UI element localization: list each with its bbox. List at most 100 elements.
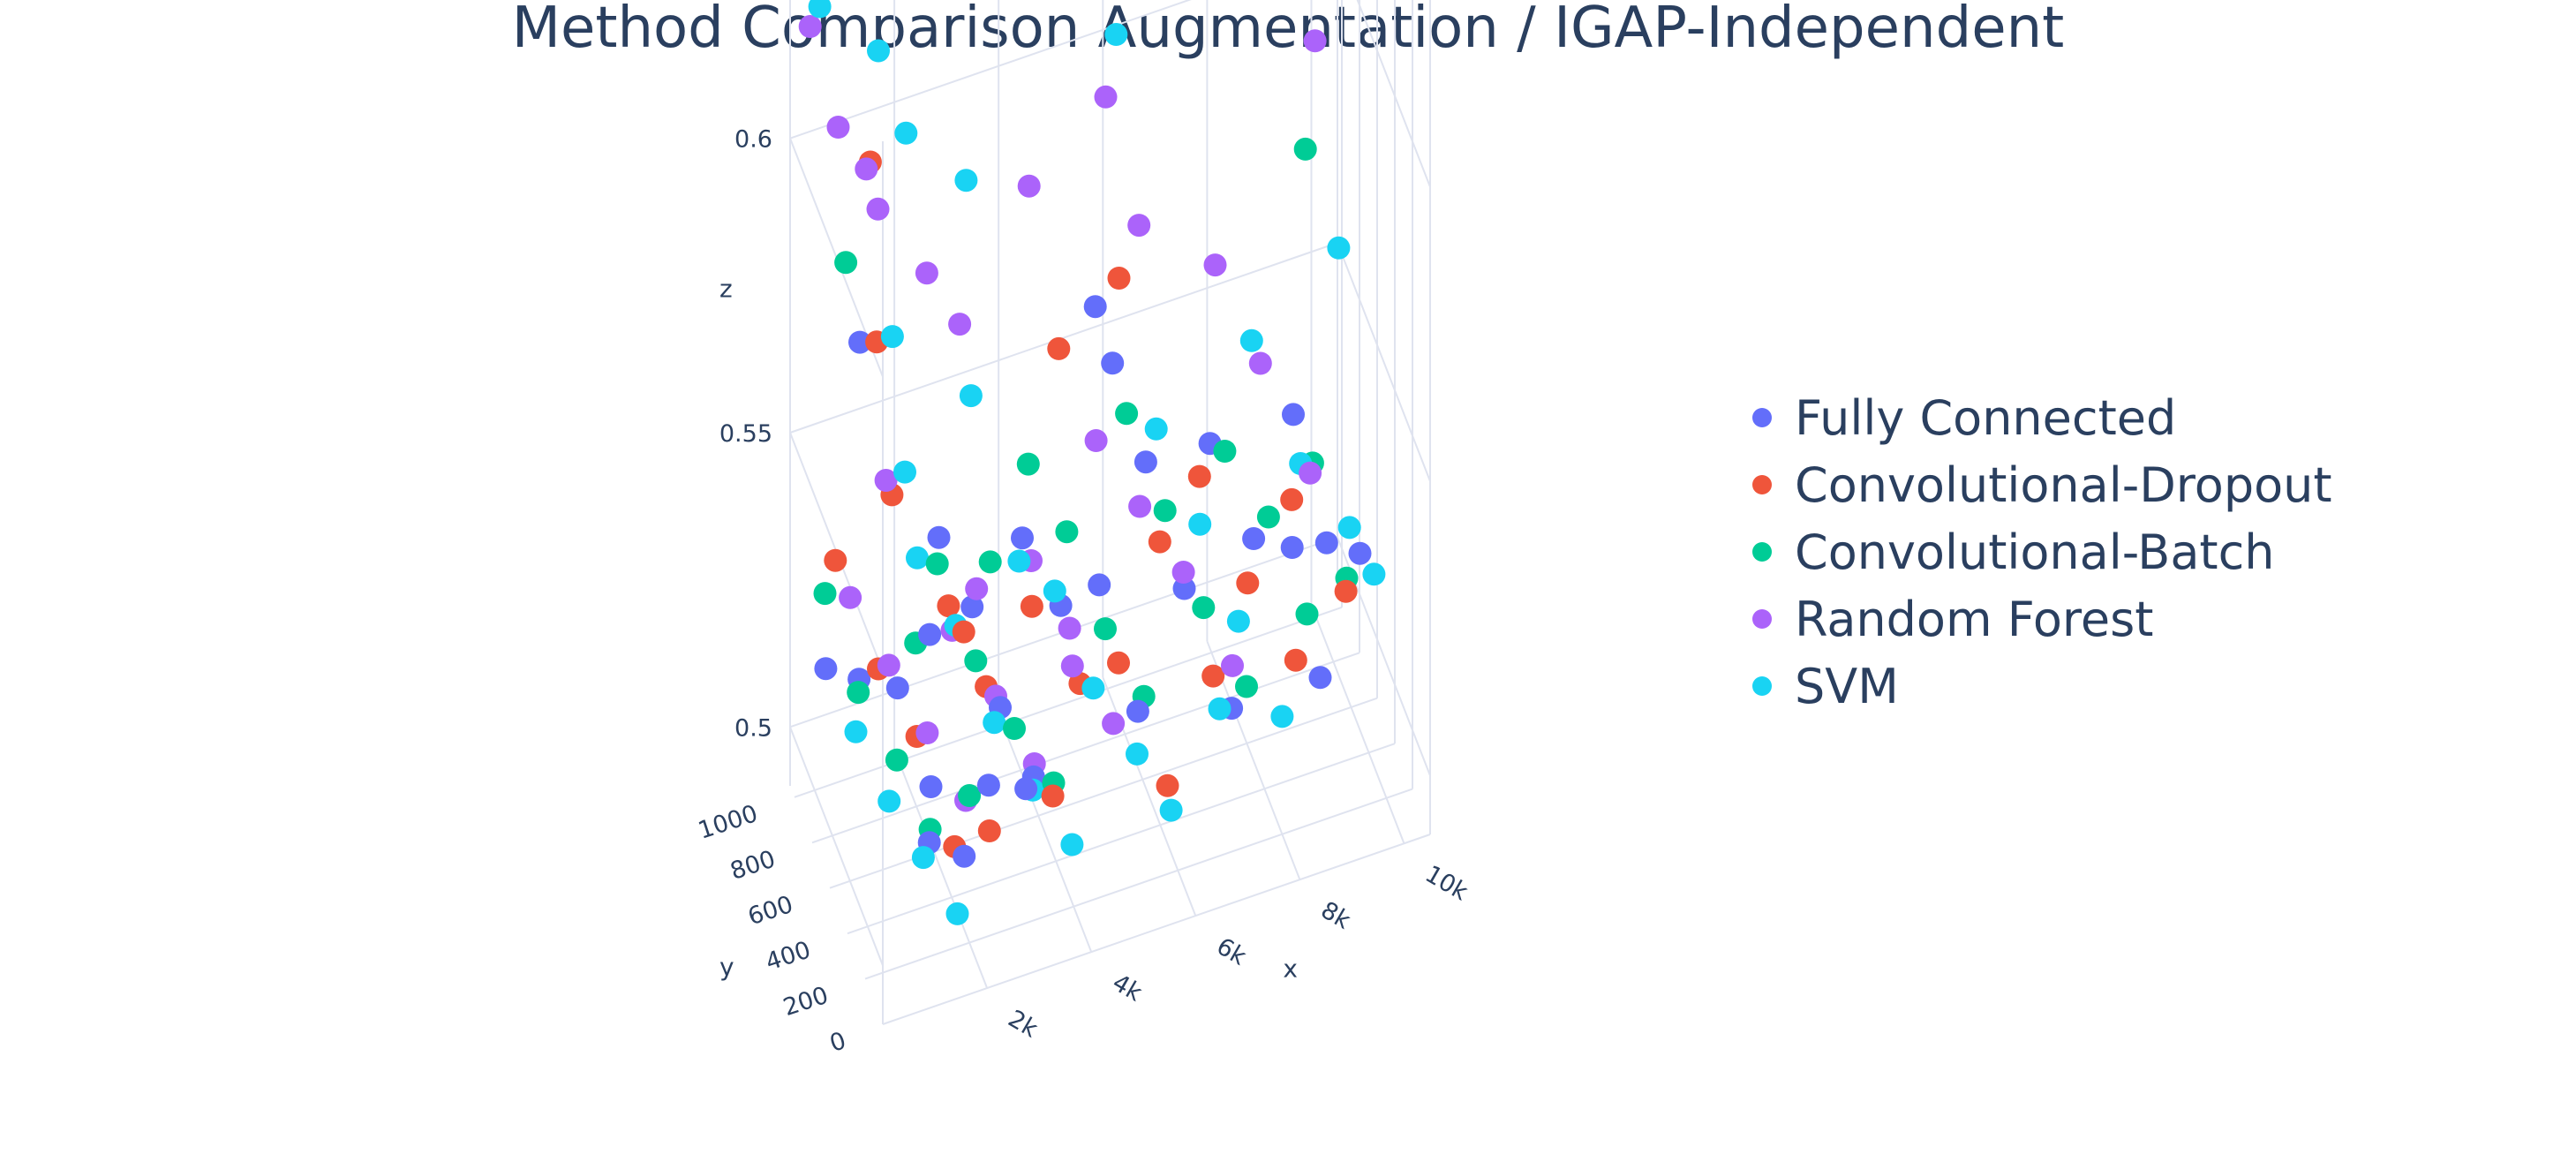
data-point <box>965 577 989 600</box>
data-point <box>1256 505 1280 529</box>
data-point <box>1094 617 1117 641</box>
data-point <box>958 784 982 807</box>
legend-item[interactable]: Random Forest <box>1752 585 2332 653</box>
data-point <box>1280 536 1304 559</box>
data-point <box>1084 429 1108 452</box>
legend-item[interactable]: Fully Connected <box>1752 384 2332 451</box>
data-point <box>1303 29 1327 53</box>
data-point <box>1201 664 1225 688</box>
data-point <box>839 585 862 609</box>
data-point <box>824 548 847 572</box>
data-point <box>1284 648 1307 672</box>
data-point <box>808 0 832 19</box>
data-point <box>1003 717 1026 740</box>
data-point <box>983 711 1006 735</box>
data-point <box>1011 526 1034 550</box>
y-tick-label: 800 <box>727 845 780 885</box>
floor-grid-y <box>811 652 1360 844</box>
data-point <box>885 748 908 772</box>
chart-title: Method Comparison Augmentation / IGAP-In… <box>511 0 2065 61</box>
data-point <box>1314 531 1338 555</box>
data-point <box>1235 675 1258 698</box>
legend-item[interactable]: Convolutional-Batch <box>1752 518 2332 585</box>
y-axis-label: y <box>719 952 734 981</box>
legend-marker-icon <box>1752 609 1772 629</box>
data-point <box>848 330 871 354</box>
data-point <box>918 622 942 646</box>
data-point <box>945 902 969 925</box>
data-point <box>1295 602 1319 626</box>
floor-grid-x <box>998 713 1093 953</box>
legend-label: Convolutional-Batch <box>1795 524 2275 580</box>
data-point <box>1239 328 1263 352</box>
data-point <box>1007 549 1031 573</box>
data-point <box>880 325 904 349</box>
legend-marker-icon <box>1752 408 1772 427</box>
data-point <box>978 550 1002 574</box>
data-point <box>1293 137 1317 161</box>
data-point <box>1060 833 1084 856</box>
data-point <box>1156 773 1179 797</box>
y-tick-label: 0 <box>826 1027 849 1058</box>
data-point <box>1060 654 1084 678</box>
data-point <box>1280 487 1304 511</box>
side-grid-z <box>1356 0 1431 188</box>
wall-grid-z <box>789 242 1338 434</box>
data-point <box>1115 402 1139 426</box>
data-point <box>867 39 890 63</box>
data-point <box>927 525 951 549</box>
data-point <box>964 649 988 673</box>
data-point <box>798 15 822 38</box>
side-grid-z <box>1337 242 1431 482</box>
data-point <box>1126 699 1149 723</box>
data-point <box>894 121 918 145</box>
data-points <box>798 0 1386 925</box>
data-point <box>1226 609 1250 633</box>
z-axis-label: z <box>719 275 733 304</box>
legend-item[interactable]: SVM <box>1752 653 2332 720</box>
legend-marker-icon <box>1752 676 1772 696</box>
data-point <box>855 157 878 181</box>
data-point <box>925 552 949 576</box>
data-point <box>1327 236 1351 260</box>
floor-grid-x <box>893 749 989 989</box>
x-tick-label: 10k <box>1420 860 1473 906</box>
data-point <box>915 721 939 744</box>
data-point <box>1102 712 1126 736</box>
data-point <box>1058 616 1081 640</box>
data-point <box>1282 403 1305 426</box>
y-tick-label: 1000 <box>695 800 761 845</box>
data-point <box>1337 516 1361 540</box>
data-point <box>1107 651 1130 675</box>
data-point <box>1221 653 1244 677</box>
data-point <box>814 657 838 681</box>
data-point <box>1101 351 1125 375</box>
grid-lines <box>789 0 1431 1025</box>
legend-label: Convolutional-Dropout <box>1795 456 2332 513</box>
wall-grid-z <box>789 0 1192 140</box>
data-point <box>1127 214 1151 238</box>
data-point <box>826 116 850 139</box>
data-point <box>1094 85 1118 109</box>
legend-item[interactable]: Convolutional-Dropout <box>1752 451 2332 518</box>
legend-label: Fully Connected <box>1795 389 2177 446</box>
legend: Fully Connected Convolutional-Dropout Conv… <box>1752 384 2332 720</box>
y-tick-label: 400 <box>763 936 815 976</box>
data-point <box>813 582 837 606</box>
data-point <box>1159 798 1183 822</box>
data-point <box>977 819 1001 842</box>
front-grid-z <box>789 726 884 966</box>
data-point <box>1208 697 1232 721</box>
data-point <box>1055 520 1079 544</box>
data-point <box>919 775 943 798</box>
data-point <box>1020 594 1043 618</box>
data-point <box>1213 440 1237 463</box>
data-point <box>1236 571 1260 595</box>
data-point <box>1144 417 1168 441</box>
data-point <box>1107 267 1131 290</box>
legend-marker-icon <box>1752 475 1772 494</box>
data-point <box>1134 450 1157 474</box>
data-point <box>1126 742 1149 766</box>
x-tick-label: 8k <box>1316 896 1355 934</box>
